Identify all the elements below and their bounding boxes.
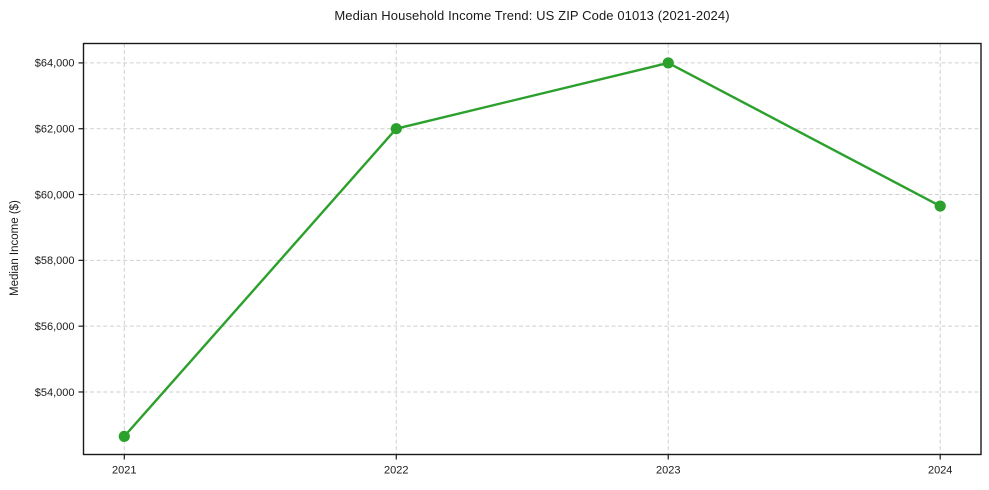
- trend-line: [123, 61, 942, 438]
- chart-title: Median Household Income Trend: US ZIP Co…: [334, 8, 730, 23]
- data-point-2023: [662, 57, 674, 69]
- data-point-2022: [390, 123, 402, 135]
- data-point-2021: [118, 430, 130, 443]
- x-tick-label: 2024: [928, 465, 952, 477]
- x-tick-label: 2022: [384, 465, 408, 477]
- y-tick-label: $60,000: [35, 189, 75, 201]
- y-tick-label: $54,000: [35, 387, 75, 399]
- x-tick-label: 2023: [656, 465, 680, 477]
- y-tick-label: $64,000: [35, 58, 75, 70]
- x-tick-label: 2021: [112, 465, 136, 477]
- y-axis-title: Median Income ($): [9, 200, 21, 297]
- y-tick-label: $58,000: [35, 255, 75, 267]
- y-tick-label: $62,000: [35, 124, 75, 136]
- data-point-2024: [934, 200, 946, 212]
- y-tick-label: $56,000: [35, 321, 75, 333]
- plot-border: [82, 42, 982, 456]
